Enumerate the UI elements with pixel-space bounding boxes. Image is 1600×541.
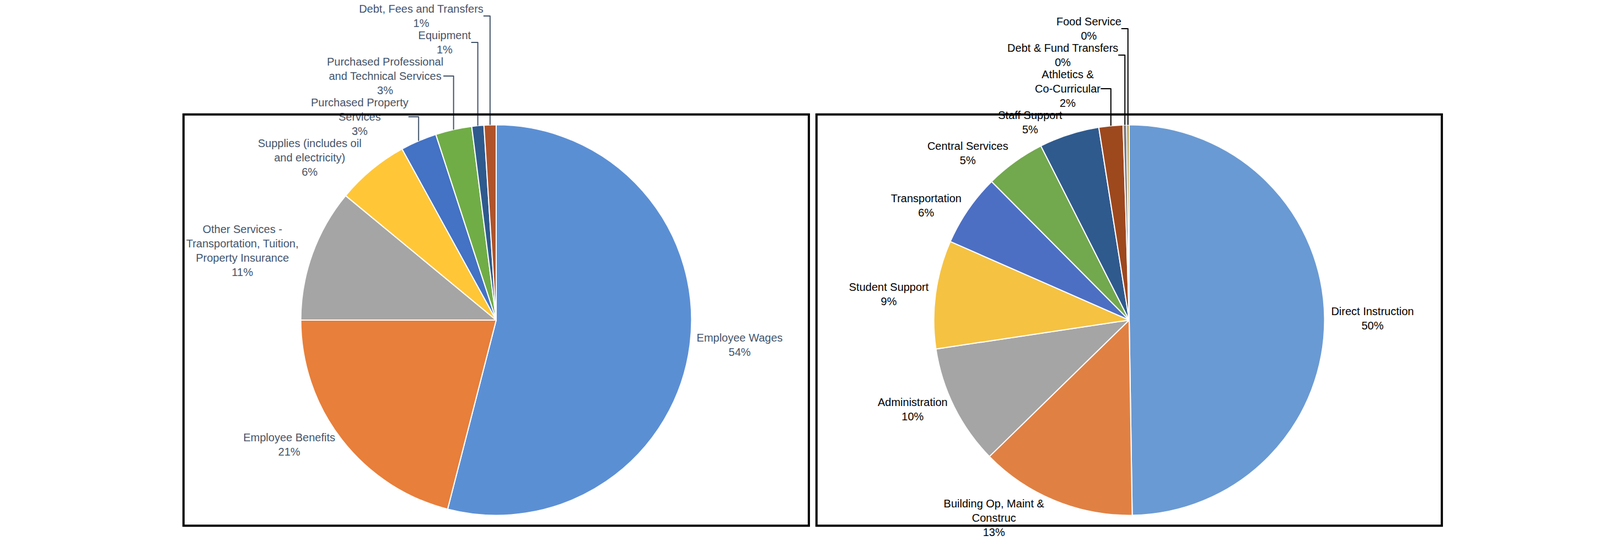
svg-text:Employee Benefits21%: Employee Benefits21% xyxy=(243,431,336,459)
svg-text:Debt & Fund Transfers0%: Debt & Fund Transfers0% xyxy=(1007,41,1119,69)
svg-text:Administration10%: Administration10% xyxy=(877,396,948,423)
svg-text:Debt, Fees and Transfers1%: Debt, Fees and Transfers1% xyxy=(358,2,484,30)
svg-text:Supplies (includes oiland elec: Supplies (includes oiland electricity)6% xyxy=(258,137,362,179)
svg-text:Other Services -Transportation: Other Services -Transportation, Tuition,… xyxy=(186,223,299,279)
svg-text:Athletics &Co-Curricular2%: Athletics &Co-Curricular2% xyxy=(1034,68,1101,110)
svg-text:Transportation6%: Transportation6% xyxy=(890,192,962,219)
svg-text:Central Services5%: Central Services5% xyxy=(927,140,1009,167)
svg-text:Equipment1%: Equipment1% xyxy=(418,29,472,56)
svg-text:Staff Support5%: Staff Support5% xyxy=(997,109,1063,136)
svg-text:Food Service0%: Food Service0% xyxy=(1056,15,1122,42)
svg-text:Employee Wages54%: Employee Wages54% xyxy=(696,331,783,359)
svg-text:Purchased PropertyServices3%: Purchased PropertyServices3% xyxy=(310,96,409,138)
svg-text:Purchased Professionaland Tech: Purchased Professionaland Technical Serv… xyxy=(326,55,444,97)
svg-text:Student Support9%: Student Support9% xyxy=(849,281,930,308)
svg-text:Building Op, Maint &Construc13: Building Op, Maint &Construc13% xyxy=(943,497,1045,539)
svg-text:Direct Instruction50%: Direct Instruction50% xyxy=(1330,305,1414,332)
